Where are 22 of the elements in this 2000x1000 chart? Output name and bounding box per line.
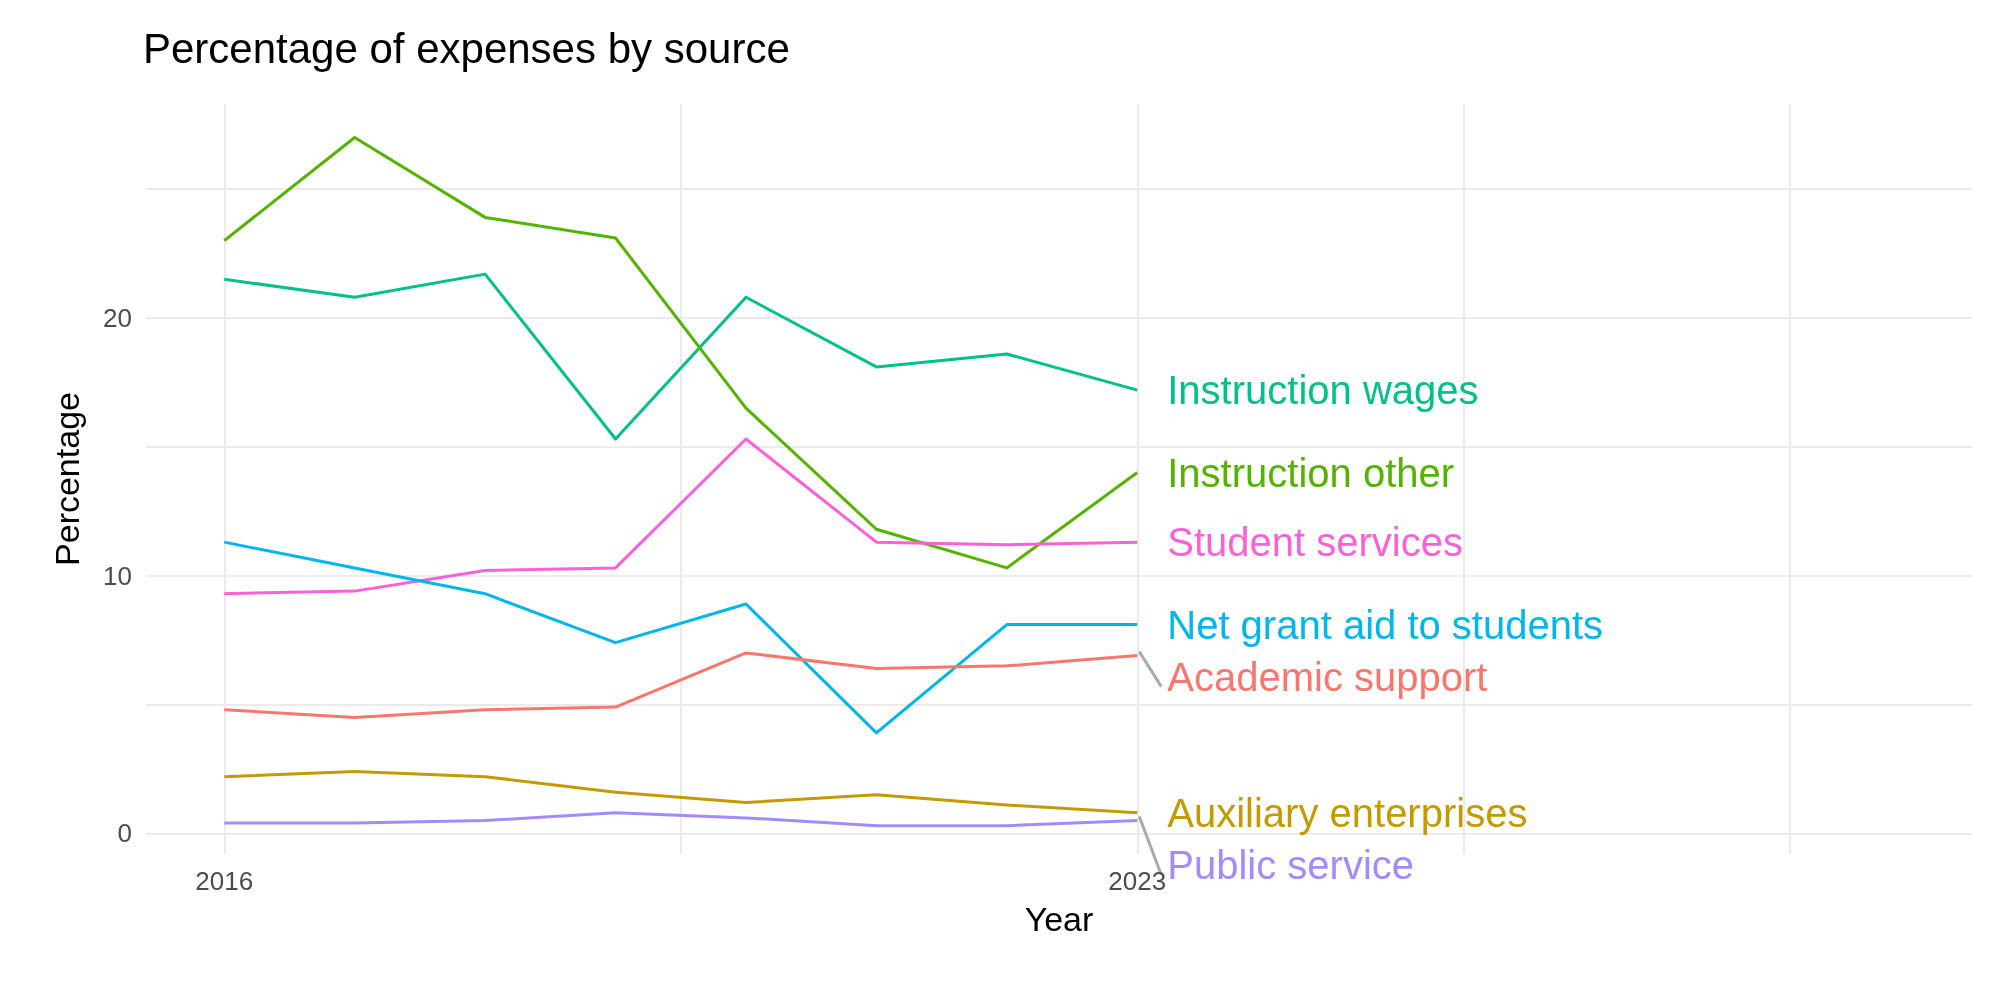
- line-series: [222, 437, 1139, 596]
- series-label: Academic support: [1167, 654, 1488, 699]
- x-axis-title: Year: [1024, 900, 1094, 938]
- y-axis-title: Percentage: [48, 392, 86, 566]
- line-series: [222, 770, 1139, 815]
- x-tick-label: 2023: [1108, 866, 1167, 896]
- y-tick-label: 0: [117, 818, 132, 849]
- series-label: Instruction wages: [1167, 368, 1479, 413]
- y-tick-label: 10: [103, 560, 132, 591]
- series-label: Net grant aid to students: [1167, 602, 1604, 647]
- line-series: [222, 540, 1139, 735]
- series-label: Public service: [1167, 842, 1415, 887]
- x-tick-label: 2016: [195, 866, 254, 896]
- series-label: Student services: [1167, 520, 1463, 565]
- line-series: [222, 811, 1139, 828]
- series-label: Instruction other: [1167, 450, 1455, 495]
- line-series: [222, 136, 1139, 570]
- y-tick-label: 20: [103, 302, 132, 333]
- line-series: [222, 651, 1139, 719]
- chart-title: Percentage of expenses by source: [143, 24, 790, 72]
- line-series: [222, 272, 1139, 441]
- series-label: Auxiliary enterprises: [1167, 790, 1528, 835]
